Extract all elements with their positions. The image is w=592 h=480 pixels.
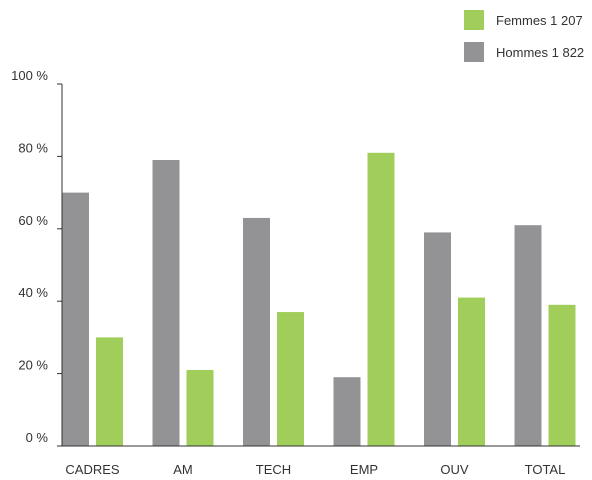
x-tick-label-total: TOTAL (525, 462, 566, 477)
bar-femmes-ouv (458, 297, 485, 446)
legend-label-hommes: Hommes 1 822 (496, 44, 585, 60)
bar-femmes-emp (367, 152, 395, 446)
bar-hommes-am (152, 160, 180, 446)
x-tick-label-ouv: OUV (440, 462, 469, 477)
legend-swatch-hommes (464, 42, 484, 62)
bar-femmes-total (548, 304, 576, 446)
bars-group (62, 152, 576, 446)
legend-item-femmes: Femmes 1 207 (464, 10, 590, 30)
bar-femmes-am (186, 369, 214, 446)
chart-legend: Femmes 1 207 Hommes 1 822 (464, 10, 590, 74)
legend-swatch-femmes (464, 10, 484, 30)
x-tick-label-cadres: CADRES (65, 462, 120, 477)
axes-group: CADRES AM TECH EMP OUV TOTAL 0 % 20 % 40 % 60 % 80… (11, 68, 580, 477)
y-tick-label-80: 80 % (18, 140, 48, 155)
bar-hommes-emp (333, 377, 361, 446)
bar-hommes-cadres (62, 192, 89, 446)
bar-femmes-cadres (96, 337, 123, 446)
x-tick-label-emp: EMP (350, 462, 378, 477)
legend-item-hommes: Hommes 1 822 (464, 42, 590, 62)
bar-hommes-tech (243, 217, 270, 446)
bar-femmes-tech (277, 312, 304, 446)
x-tick-label-am: AM (173, 462, 193, 477)
y-tick-label-0: 0 % (26, 430, 49, 445)
y-tick-label-20: 20 % (18, 358, 48, 373)
legend-label-femmes: Femmes 1 207 (496, 12, 583, 28)
bar-hommes-total (514, 225, 542, 446)
x-tick-label-tech: TECH (256, 462, 291, 477)
y-tick-label-60: 60 % (18, 213, 48, 228)
y-tick-label-40: 40 % (18, 285, 48, 300)
bar-hommes-ouv (424, 232, 451, 446)
y-tick-label-100: 100 % (11, 68, 48, 83)
